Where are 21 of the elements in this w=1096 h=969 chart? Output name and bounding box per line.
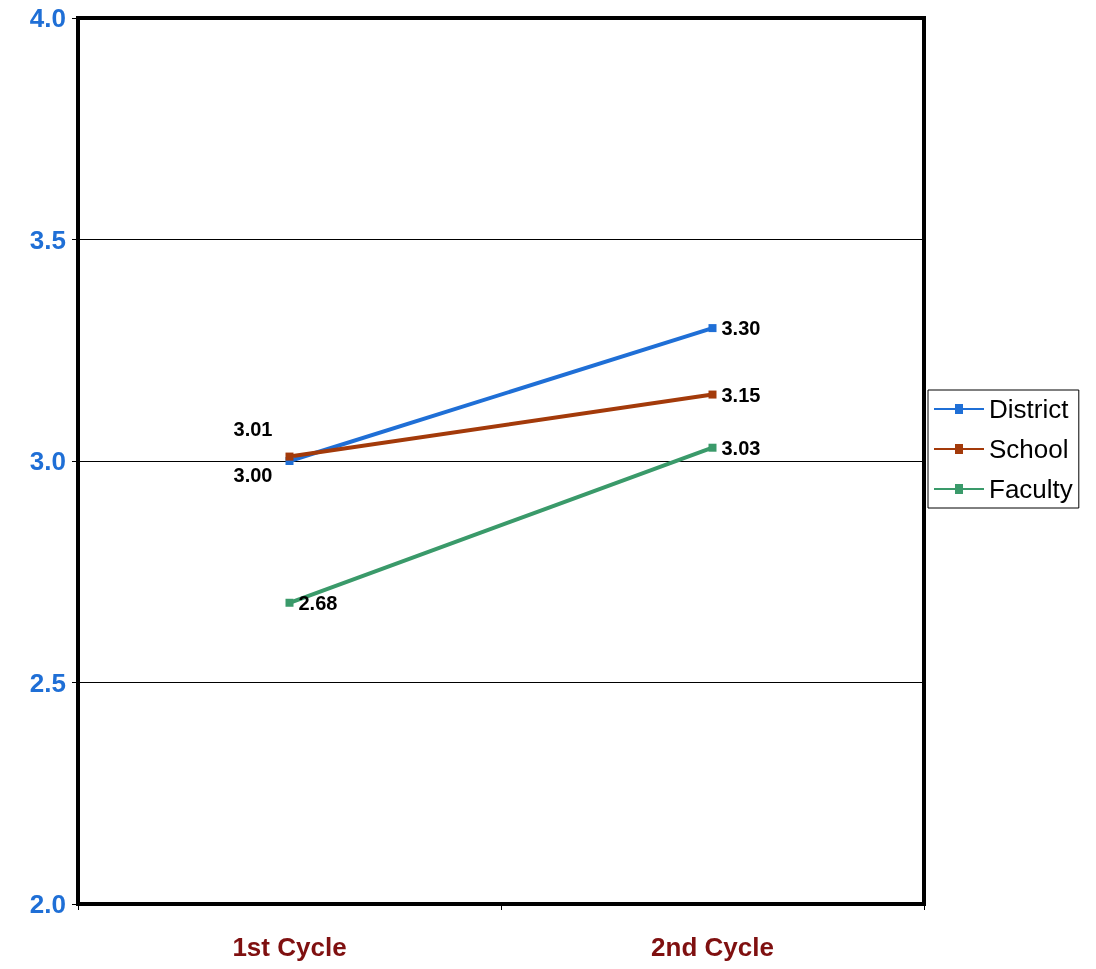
- data-label: 3.30: [721, 317, 761, 340]
- point: [708, 390, 717, 399]
- data-label: 3.03: [721, 436, 761, 459]
- legend-label: Faculty: [989, 474, 1073, 504]
- legend-label: School: [989, 434, 1069, 464]
- y-tick-label: 2.5: [29, 667, 66, 698]
- data-label: 2.68: [298, 591, 338, 614]
- y-tick-label: 3.5: [29, 224, 66, 255]
- data-label: 3.01: [233, 417, 273, 440]
- x-tick-label: 1st Cycle: [232, 932, 347, 962]
- x-tick-label: 2nd Cycle: [651, 932, 774, 962]
- data-label: 3.00: [233, 464, 273, 486]
- legend-label: District: [989, 394, 1070, 424]
- y-tick-label: 2.0: [29, 889, 66, 919]
- point: [285, 452, 294, 461]
- point: [708, 324, 717, 333]
- point: [285, 598, 294, 607]
- data-label: 3.15: [721, 383, 761, 406]
- y-tick-label: 3.0: [29, 446, 66, 476]
- y-tick-label: 4.0: [29, 3, 66, 33]
- point: [708, 443, 717, 452]
